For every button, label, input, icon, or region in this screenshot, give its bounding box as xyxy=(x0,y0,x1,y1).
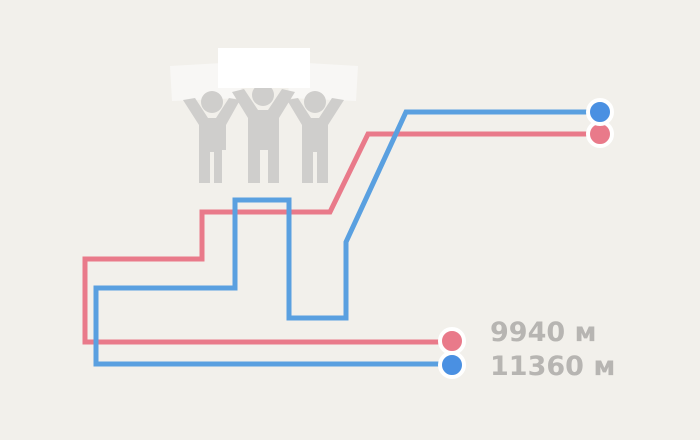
route-line-blue xyxy=(93,109,600,367)
route-end-marker-blue xyxy=(586,98,614,126)
protest-people-with-signs-icon xyxy=(170,48,358,183)
blue-route-distance: 11360 м xyxy=(490,351,616,382)
red-route-distance: 9940 м xyxy=(490,317,597,348)
route-line-red xyxy=(82,131,600,345)
route-start-marker-blue xyxy=(438,351,466,379)
route-start-marker-red xyxy=(438,327,466,355)
